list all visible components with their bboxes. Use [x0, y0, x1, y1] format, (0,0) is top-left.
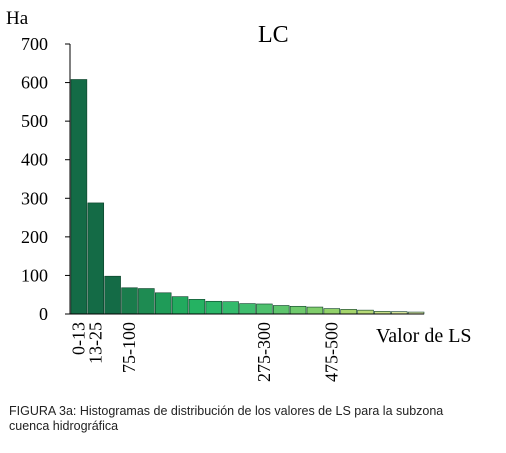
bar [171, 296, 189, 315]
y-tick-label: 300 [21, 188, 48, 208]
bar [306, 306, 324, 315]
bar [239, 303, 256, 315]
bar [357, 309, 374, 315]
bar [272, 305, 290, 315]
bar [154, 292, 172, 315]
bar [323, 308, 341, 315]
y-tick-label: 400 [21, 150, 48, 170]
x-tick-label: 75-100 [119, 322, 139, 373]
chart-title: LC [258, 22, 289, 48]
bar [138, 288, 155, 315]
bar [70, 79, 88, 315]
bar [340, 309, 357, 315]
y-tick-marks [65, 43, 70, 315]
bar [188, 299, 206, 315]
y-tick-label: 600 [21, 73, 48, 93]
y-tick-label: 0 [39, 304, 48, 324]
y-axis-title: Ha [6, 8, 29, 29]
bar [222, 301, 239, 315]
bar [289, 305, 307, 315]
bar [104, 275, 121, 315]
bar [256, 303, 273, 315]
x-tick-label: 475-500 [321, 322, 341, 382]
x-tick-label: 13-25 [85, 322, 105, 364]
caption-line-2: cuenca hidrográfica [9, 419, 119, 433]
y-tick-labels: 0 100 200 300 400 500 600 700 [21, 34, 48, 324]
x-axis-title: Valor de LS [376, 325, 472, 347]
y-tick-label: 100 [21, 265, 48, 285]
caption-line-1: FIGURA 3a: Histogramas de distribución d… [9, 404, 444, 418]
bar [205, 300, 223, 315]
y-tick-label: 500 [21, 111, 48, 131]
bar [121, 287, 138, 315]
y-tick-label: 700 [21, 34, 48, 54]
bar [87, 202, 105, 315]
y-tick-label: 200 [21, 227, 48, 247]
bars-group [70, 79, 425, 315]
x-tick-label: 0-13 [68, 322, 88, 355]
figure-caption: FIGURA 3a: Histogramas de distribución d… [9, 404, 501, 434]
x-tick-label: 275-300 [254, 322, 274, 382]
